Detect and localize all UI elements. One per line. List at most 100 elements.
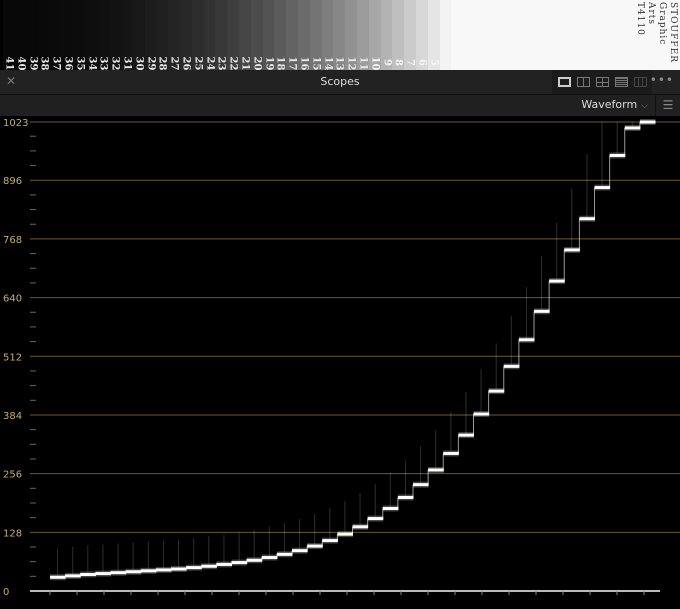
patch-number: 34 [86,56,98,71]
patch-number: 5 [428,59,440,66]
y-axis-label: 512 [3,352,22,363]
y-axis-label: 1023 [3,118,28,129]
patch-number: 30 [133,56,145,71]
patch-number: 27 [168,56,180,71]
white-patch [451,0,680,70]
step-wedge-image: 41 40 39 38 37 36 35 34 33 32 31 30 29 28 27 26 25 24 23 22… [0,0,680,70]
trace-step [458,433,474,437]
patch-number: 13 [333,56,345,71]
trace-step [624,126,641,130]
trace-step [579,217,595,221]
patch-number: 7 [404,59,416,66]
close-icon[interactable]: ✕ [6,74,17,88]
step-patch: 4 [439,0,453,70]
step-patch: 41 [3,0,16,70]
trace-step [534,309,550,313]
panel-title: Scopes [320,75,360,88]
patch-number: 22 [227,56,239,71]
patch-number: 38 [38,56,50,71]
trace-step [140,569,157,573]
step-patch: 7 [404,0,417,70]
step-patch: 13 [333,0,347,71]
brand-logo: STOUFFER Graphic Arts T4110 [635,2,678,63]
more-options-icon[interactable]: ••• [649,73,674,87]
trace-step [397,495,414,499]
sliders-icon[interactable]: ☰ [655,95,680,116]
step-patch: 14 [321,0,335,71]
step-patch: 32 [109,0,122,70]
patch-number: 33 [97,56,109,71]
patch-number: 24 [204,56,216,71]
trace-step [50,575,66,579]
trace-step [216,562,232,566]
step-patch: 19 [262,0,276,71]
y-axis-label: 384 [3,411,22,422]
y-axis-label: 128 [3,528,22,539]
waveform-scope: 1023 896 768 640 512 384 256 128 0 [0,116,680,605]
patch-number: 16 [298,56,310,71]
step-patch: 38 [38,0,52,71]
layout-single-icon[interactable] [558,77,571,87]
patch-number: 19 [263,56,275,71]
trace-step [413,483,429,487]
step-patch: 9 [380,0,394,70]
step-patch: 29 [144,0,158,70]
y-axis-label: 256 [3,470,22,481]
patch-number: 26 [180,56,192,71]
step-patch: 28 [156,0,170,70]
trace-step [231,561,248,565]
trace-step [428,468,444,472]
patch-number: 9 [381,59,393,66]
scope-mode-dropdown[interactable]: Waveform ⌵ [581,98,648,111]
trace-step [80,572,96,576]
step-patch: 18 [274,0,288,71]
trace-step [564,248,580,252]
patch-number: 41 [3,56,15,71]
layout-grid-icon[interactable] [634,77,647,87]
step-patch: 25 [191,0,205,71]
step-patch: 6 [416,0,429,70]
patch-number: 17 [286,56,298,71]
trace-step [639,120,656,124]
y-axis-label: 640 [3,294,22,305]
step-patch: 15 [309,0,323,70]
trace-step [367,517,384,521]
step-patch: 40 [14,0,28,70]
trace-step [110,571,127,575]
patch-number: 37 [50,56,62,71]
patch-number: 12 [345,56,357,71]
patch-number: 10 [369,56,381,71]
step-patch: 24 [203,0,217,71]
step-patch: 34 [85,0,99,71]
step-patch: 21 [239,0,252,70]
patch-number: 31 [121,56,133,71]
step-patch: 16 [298,0,311,70]
step-patch: 20 [250,0,264,70]
trace-step [65,574,81,578]
layout-stacked-icon[interactable] [615,77,628,87]
patch-number: 18 [274,56,286,71]
patch-number: 4 [440,59,452,66]
patch-number: 11 [357,56,369,71]
patch-number: 21 [239,56,251,71]
step-patch: 11 [357,0,370,70]
patch-number: 36 [62,56,74,71]
step-patch: 37 [50,0,63,70]
patch-number: 25 [192,56,204,71]
patch-number: 23 [215,56,227,71]
trace-step [609,153,626,157]
trace-step [549,279,565,283]
step-patch: 27 [168,0,181,70]
trace-step [201,564,217,568]
step-patch: 12 [345,0,358,70]
layout-dual-icon[interactable] [577,77,590,87]
trace-step [488,389,505,393]
step-patch: 36 [62,0,75,70]
step-patch: 30 [132,0,146,71]
trace-step [443,451,459,455]
layout-quad-icon[interactable] [596,77,609,87]
patch-number: 8 [392,59,404,66]
patch-number: 14 [322,56,334,71]
chevron-down-icon: ⌵ [641,101,648,111]
step-patch: 22 [227,0,240,70]
